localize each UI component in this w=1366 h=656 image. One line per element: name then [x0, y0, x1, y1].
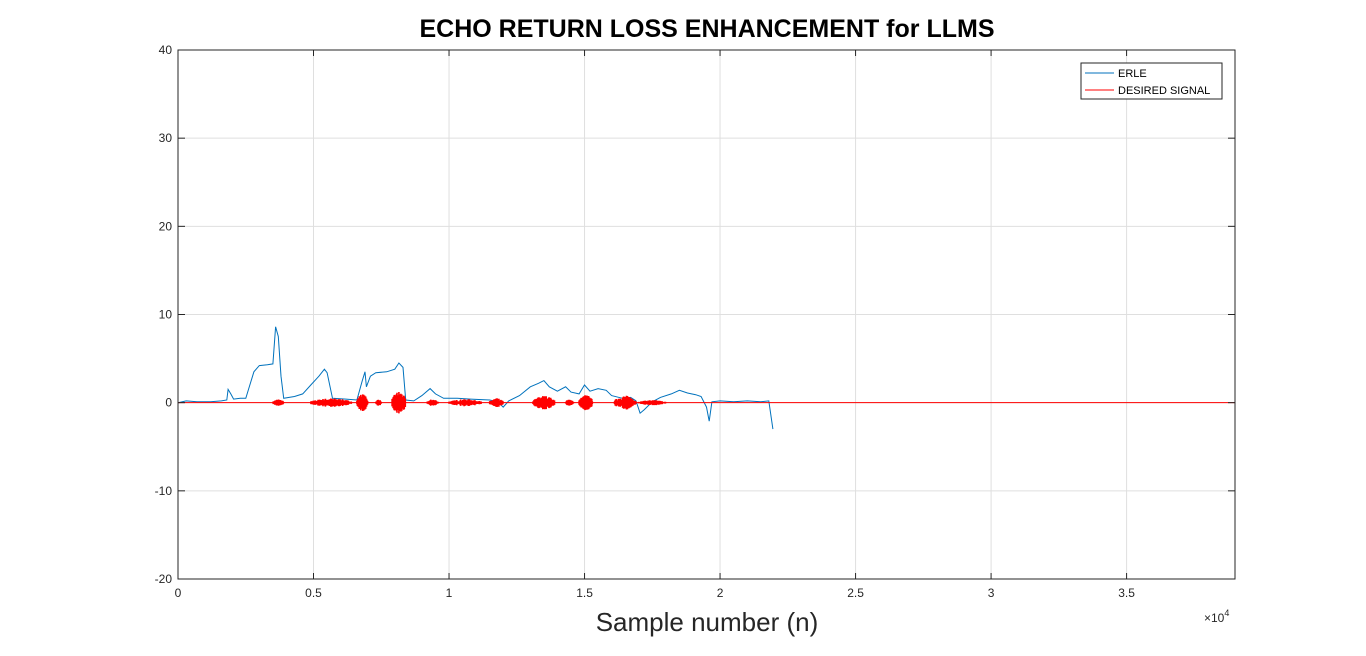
desired-signal-burst — [564, 399, 575, 406]
y-tick-label: 10 — [159, 308, 173, 322]
desired-signal-burst — [356, 394, 369, 411]
x-exponent-base: ×10 — [1204, 611, 1225, 625]
desired-signal-burst — [426, 399, 439, 406]
x-exponent-power: 4 — [1224, 608, 1229, 618]
legend: ERLE DESIRED SIGNAL — [1080, 62, 1223, 100]
x-tick-label: 1.5 — [576, 586, 593, 600]
x-tick-label: 0 — [175, 586, 182, 600]
desired-signal-burst — [448, 399, 482, 407]
y-tick-label: 40 — [159, 43, 173, 57]
y-tick-label: 20 — [159, 219, 173, 233]
y-tick-label: 30 — [159, 131, 173, 145]
erle-series-line — [177, 326, 774, 430]
desired-signal-burst — [272, 399, 285, 406]
legend-box — [1080, 62, 1223, 100]
desired-signal-burst — [578, 395, 594, 411]
x-axis-exponent: ×104 — [1204, 608, 1229, 625]
x-tick-label: 0.5 — [305, 586, 322, 600]
desired-signal-burst — [488, 398, 504, 407]
desired-signal-burst — [375, 399, 382, 406]
x-tick-label: 2 — [717, 586, 724, 600]
y-tick-label: 0 — [165, 396, 172, 410]
legend-label-erle: ERLE — [1118, 68, 1147, 80]
desired-signal-burst — [310, 398, 353, 407]
axis-ticks — [177, 49, 1235, 580]
desired-signal-burst — [391, 392, 407, 414]
legend-label-desired-signal: DESIRED SIGNAL — [1118, 85, 1210, 97]
x-tick-label: 2.5 — [847, 586, 864, 600]
x-axis-label: Sample number (n) — [596, 607, 819, 637]
series-layer — [177, 326, 1235, 430]
desired-signal-burst — [637, 400, 667, 406]
x-tick-label: 3 — [988, 586, 995, 600]
y-tick-label: -10 — [155, 484, 173, 498]
x-tick-label: 1 — [446, 586, 453, 600]
x-tick-label: 3.5 — [1118, 586, 1135, 600]
y-tick-label: -20 — [155, 572, 173, 586]
axis-tick-labels: 0 0.5 1 1.5 2 2.5 3 3.5 -20 -10 0 10 20 30 40 — [155, 43, 1136, 600]
desired-signal-burst — [613, 395, 637, 410]
desired-signal-burst — [532, 396, 556, 410]
chart-title: ECHO RETURN LOSS ENHANCEMENT for LLMS — [420, 15, 995, 43]
